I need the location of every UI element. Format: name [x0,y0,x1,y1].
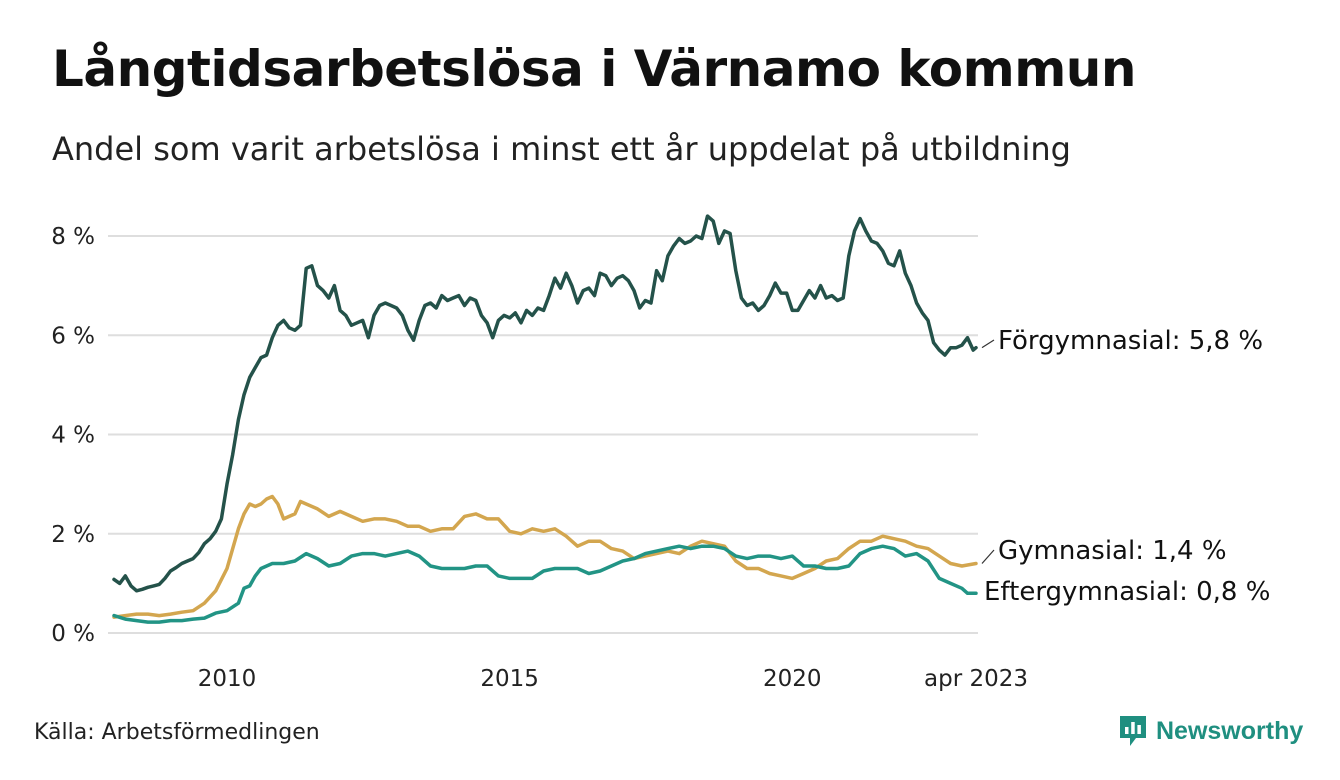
chart-subtitle: Andel som varit arbetslösa i minst ett å… [52,130,1071,168]
y-tick-label: 6 % [51,323,95,349]
x-tick-label: 2010 [198,666,257,692]
series-line-förgymnasial [112,214,978,593]
grid-lines [108,235,978,634]
label-connector [981,339,995,349]
y-tick-label: 2 % [51,522,95,548]
brand: Newsworthy [1118,714,1303,748]
source-note: Källa: Arbetsförmedlingen [34,720,320,745]
y-tick-label: 8 % [51,224,95,250]
label-connector [981,549,995,564]
bar-chart-speech-icon [1120,716,1146,746]
series-line-gymnasial [112,494,978,619]
x-axis: 2010 2015 2020 apr 2023 [198,666,1028,692]
series-label-förgymnasial: Förgymnasial: 5,8 % [998,326,1263,356]
x-tick-label: 2015 [480,666,539,692]
brand-name: Newsworthy [1156,716,1304,745]
chart-title: Långtidsarbetslösa i Värnamo kommun [52,40,1137,98]
series-line-eftergymnasial [112,544,978,624]
x-tick-label: apr 2023 [924,666,1028,692]
series-lines [112,214,978,624]
series-label-eftergymnasial: Eftergymnasial: 0,8 % [984,577,1270,607]
series-label-gymnasial: Gymnasial: 1,4 % [998,536,1227,566]
y-tick-label: 0 % [51,621,95,647]
series-labels: Förgymnasial: 5,8 % Gymnasial: 1,4 % Efter… [981,326,1270,607]
x-tick-label: 2020 [763,666,822,692]
y-axis: 0 % 2 % 4 % 6 % 8 % [51,224,95,647]
y-tick-label: 4 % [51,423,95,449]
